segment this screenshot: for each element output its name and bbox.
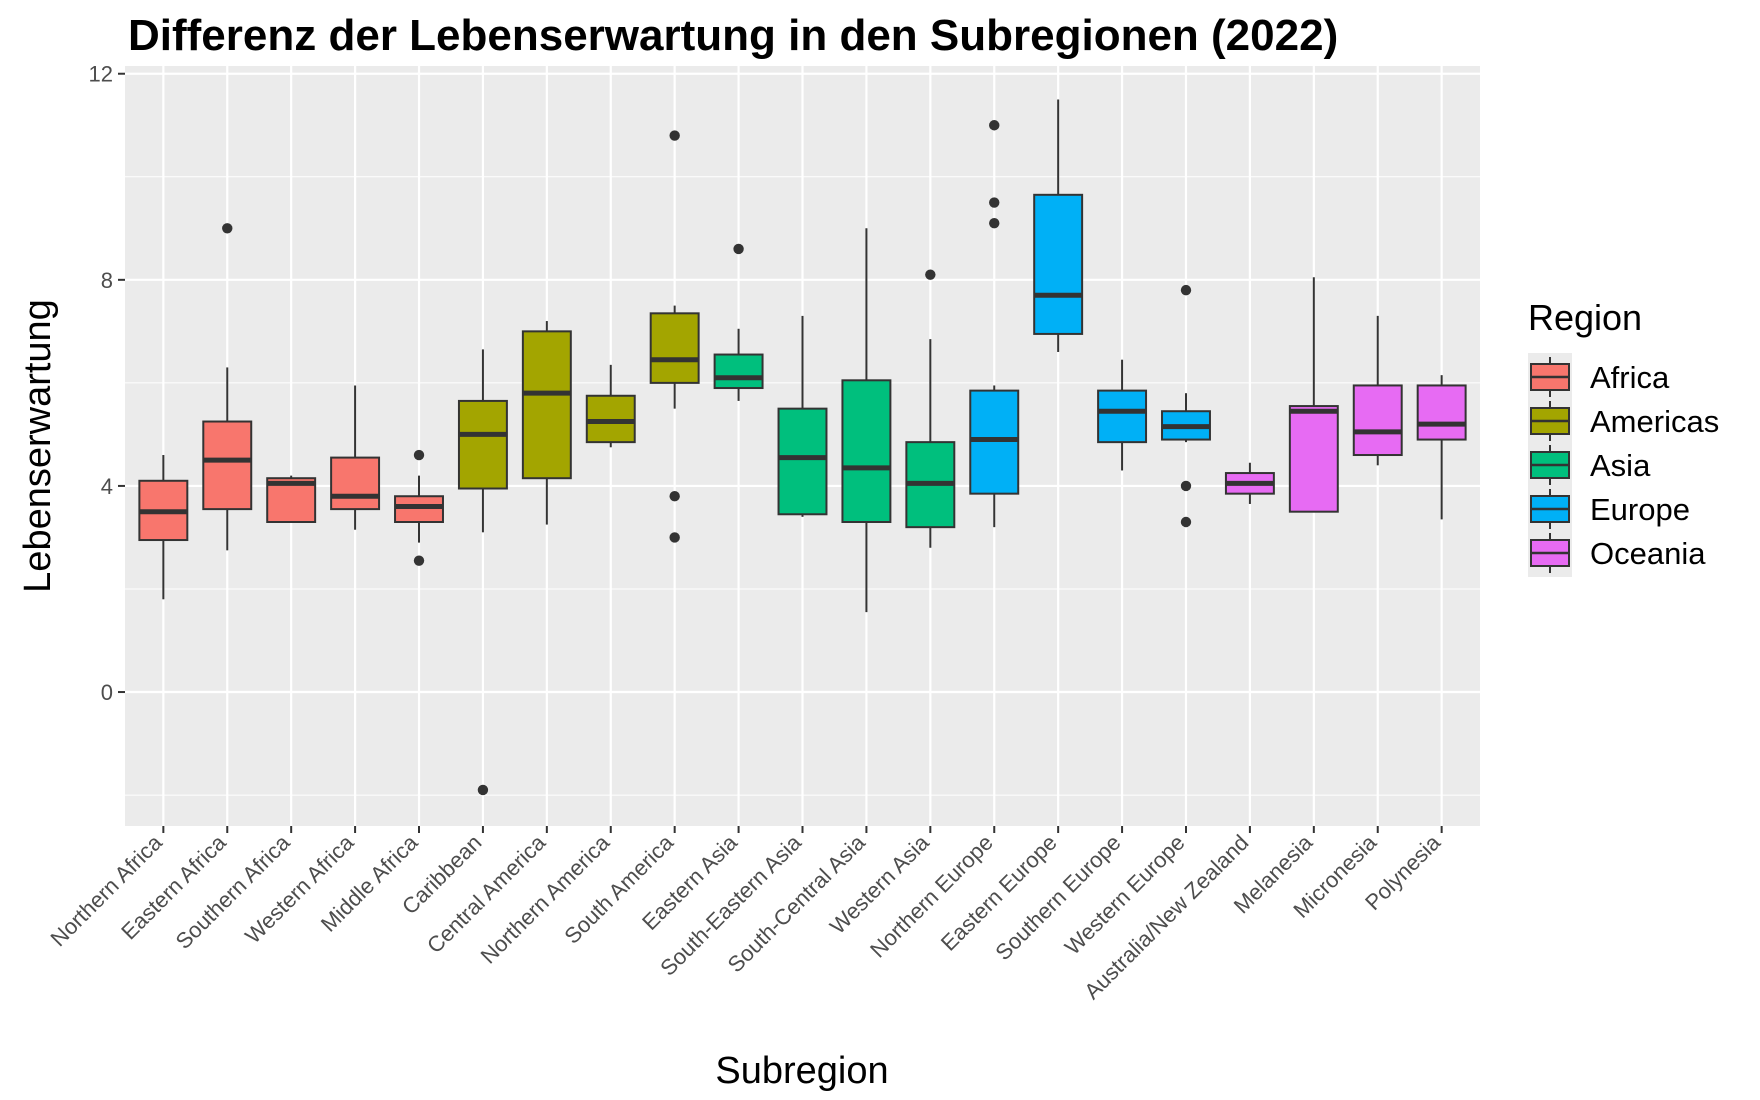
legend-item: Asia [1530,445,1651,485]
box-iqr [202,420,253,511]
box-group [1224,462,1275,504]
box-iqr [521,330,572,480]
box-group [138,455,189,600]
box-iqr [394,495,444,523]
legend: Region Africa Americas Asia Europe Oceania [1528,297,1719,577]
box-iqr [1033,193,1084,335]
outlier-point [925,269,936,280]
box-iqr [1352,384,1403,457]
box-group [457,349,508,796]
box-group [1352,315,1403,466]
box-group [266,475,317,524]
box-iqr [649,312,700,384]
outlier-point [733,243,744,255]
box-group [905,269,956,548]
legend-label: Americas [1590,404,1719,439]
outlier-point [989,217,1000,229]
box-group [649,130,700,543]
x-tick-label: Western Africa [240,829,359,948]
box-iqr [777,407,828,516]
box-group [1161,284,1211,528]
box-group [1097,359,1148,471]
y-tick-label: 4 [101,474,113,499]
box-group [713,243,764,401]
box-iqr [1288,405,1339,513]
legend-label: Africa [1590,360,1670,395]
boxes-layer [138,99,1467,796]
box-group [841,228,892,613]
outlier-point [669,130,680,141]
y-tick-label: 8 [101,268,113,293]
outlier-point [413,449,425,461]
legend-item: Europe [1530,489,1690,529]
x-tick-label: Southern Africa [171,829,296,954]
legend-label: Asia [1590,448,1651,483]
outlier-point [669,532,680,543]
box-iqr [713,353,764,390]
box-group [1033,99,1084,352]
outlier-point [989,197,1000,208]
y-axis: 0 4 8 12 [89,62,125,705]
legend-label: Oceania [1590,536,1706,571]
outlier-point [989,120,1000,131]
box-group [1416,375,1467,520]
box-iqr [969,389,1020,495]
legend-label: Europe [1590,492,1690,527]
y-tick-label: 0 [101,680,113,705]
outlier-point [669,491,680,502]
box-iqr [841,379,892,523]
box-iqr [330,456,381,511]
legend-item: Africa [1530,357,1670,397]
legend-item: Oceania [1530,533,1706,573]
legend-title: Region [1528,297,1642,338]
box-iqr [1097,389,1148,444]
y-tick-label: 12 [89,62,113,87]
box-iqr [585,394,636,444]
box-iqr [457,399,508,490]
outlier-point [1180,480,1192,492]
outlier-point [413,555,425,566]
box-group [330,385,381,530]
x-tick-label: Northern Africa [45,829,167,951]
box-group [394,449,444,566]
x-tick-label: South America [559,829,678,948]
chart-title: Differenz der Lebenserwartung in den Sub… [128,11,1338,60]
box-group [585,364,636,448]
x-axis-title: Subregion [715,1050,888,1092]
outlier-point [1180,284,1192,296]
legend-item: Americas [1530,401,1719,441]
box-group [521,321,572,525]
box-group [202,223,253,551]
outlier-point [1180,516,1192,528]
box-group [1288,277,1339,513]
box-iqr [1416,384,1467,441]
y-axis-title: Lebenserwartung [17,299,59,593]
box-group [777,315,828,517]
x-tick-label: Eastern Europe [936,830,1062,956]
outlier-point [222,223,233,234]
box-group [969,120,1020,528]
outlier-point [477,784,489,796]
